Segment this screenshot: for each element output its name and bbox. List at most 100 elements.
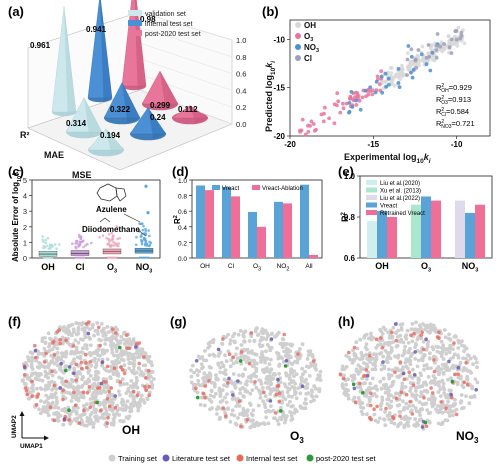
umap-internal-point — [369, 403, 373, 408]
umap-internal-point — [224, 414, 228, 419]
umap-training-point — [411, 403, 415, 408]
umap-training-point — [52, 393, 57, 397]
umap-training-point — [449, 409, 454, 414]
umap-training-point — [258, 392, 263, 396]
umap-training-point — [290, 395, 294, 399]
umap-internal-point — [394, 396, 399, 401]
umap-training-point — [196, 378, 201, 383]
b-point — [351, 97, 355, 102]
umap-training-point — [395, 343, 400, 348]
umap-training-point — [87, 368, 92, 373]
umap-literature-point — [227, 376, 231, 381]
b-point — [396, 67, 401, 71]
umap-literature-point — [424, 337, 428, 342]
umap-training-point — [312, 398, 316, 403]
umap-training-point — [205, 374, 210, 378]
umap-internal-point — [84, 361, 88, 365]
umap-internal-point — [30, 394, 34, 399]
umap-internal-point — [456, 372, 461, 377]
umap-training-point — [219, 360, 224, 365]
e-bar — [475, 204, 485, 258]
umap-training-point — [63, 390, 68, 395]
umap-training-point — [248, 391, 253, 396]
umap-training-point — [289, 367, 294, 371]
umap-training-point — [408, 346, 412, 351]
umap-training-point — [91, 395, 96, 400]
scatter-b-r2-labels: R2 OH=0.929 R2 O3=0.913 R2 Cl=0.584 R2 NO3=0… — [436, 83, 475, 130]
b-point — [363, 88, 368, 93]
umap-training-point — [39, 372, 43, 377]
umap-literature-point — [99, 381, 104, 386]
umap-training-point — [92, 381, 97, 386]
box-c-boxes — [38, 184, 154, 259]
d-ytick-label: 0.4 — [178, 225, 187, 232]
umap-training-point — [465, 377, 470, 382]
umap-training-point — [427, 419, 432, 424]
umap-training-point — [76, 384, 81, 389]
panel-f: (f) OH UMAP1 UMAP2 — [8, 314, 156, 450]
umap-training-point — [89, 363, 94, 368]
umap-training-point — [270, 331, 274, 336]
umap-training-point — [131, 337, 136, 341]
umap-literature-point — [67, 365, 72, 369]
umap-training-point — [50, 373, 55, 378]
b-point — [380, 80, 385, 84]
umap-training-point — [93, 373, 98, 378]
umap-training-point — [68, 391, 72, 395]
umap-training-point — [422, 380, 426, 385]
umap-internal-point — [398, 360, 403, 364]
umap-training-point — [101, 352, 105, 356]
umap-internal-point — [262, 390, 266, 395]
umap-training-point — [54, 387, 59, 391]
umap-training-point — [207, 397, 212, 402]
umap-training-point — [69, 399, 74, 403]
umap-training-point — [111, 372, 116, 376]
d-bar — [205, 190, 214, 258]
umap-training-point — [53, 370, 58, 375]
umap-training-point — [264, 337, 269, 342]
annotation-arrow-diiodomethane — [137, 229, 147, 237]
umap-training-point — [459, 393, 464, 397]
umap-training-point — [367, 386, 371, 390]
umap-training-point — [113, 335, 118, 339]
umap-training-point — [202, 371, 207, 376]
b-point — [442, 47, 447, 52]
umap-training-point — [408, 381, 413, 385]
c-outlier — [53, 243, 57, 246]
umap-training-point — [316, 373, 321, 378]
umap-training-point — [223, 353, 227, 358]
umap-internal-point — [73, 403, 78, 408]
umap-internal-point — [121, 368, 125, 372]
umap-training-point — [42, 400, 47, 405]
umap-training-point — [355, 346, 360, 351]
umap-internal-point — [125, 346, 129, 351]
umap-training-point — [298, 347, 302, 351]
umap-training-point — [100, 330, 104, 334]
umap-training-point — [290, 370, 295, 375]
umap-training-point — [401, 407, 406, 412]
panel-g: (g) O3 — [170, 314, 323, 445]
umap1-label: UMAP1 — [20, 443, 43, 450]
umap-training-point — [236, 332, 241, 337]
umap-training-point — [295, 357, 300, 362]
umap-training-point — [303, 369, 307, 374]
umap-training-point — [135, 355, 140, 360]
c-outlier — [77, 244, 81, 247]
c-outlier — [142, 224, 145, 228]
umap-training-point — [386, 353, 391, 358]
umap-training-point — [235, 356, 240, 361]
umap-training-point — [459, 374, 463, 379]
umap-training-point — [217, 417, 222, 421]
b-point — [321, 119, 326, 124]
umap-training-point — [45, 407, 49, 411]
umap-literature-point — [59, 361, 63, 366]
umap-training-point — [53, 336, 58, 340]
umap-training-point — [358, 369, 362, 374]
umap-training-point — [285, 414, 289, 419]
c-outlier-azulene — [144, 184, 148, 188]
umap-training-point — [215, 412, 219, 416]
cone-z-tick: 0.4 — [236, 86, 246, 95]
b-point — [387, 82, 391, 87]
umap-training-point — [464, 368, 469, 372]
umap-training-point — [225, 383, 230, 388]
